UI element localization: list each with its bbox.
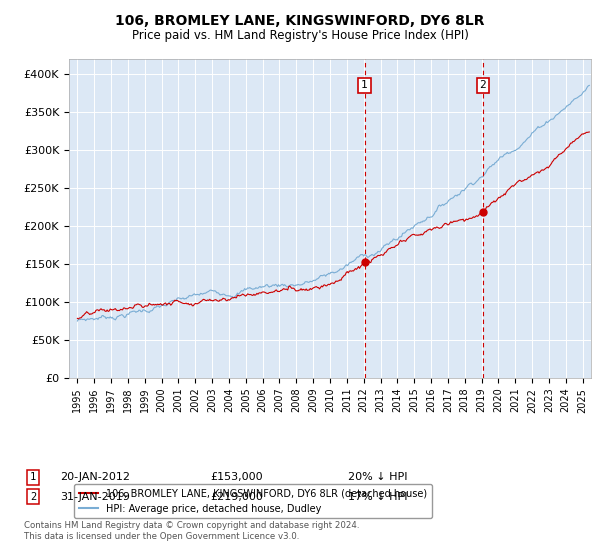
Text: £153,000: £153,000 (210, 472, 263, 482)
Text: 106, BROMLEY LANE, KINGSWINFORD, DY6 8LR: 106, BROMLEY LANE, KINGSWINFORD, DY6 8LR (115, 14, 485, 28)
Text: 20% ↓ HPI: 20% ↓ HPI (348, 472, 407, 482)
Text: 17% ↓ HPI: 17% ↓ HPI (348, 492, 407, 502)
Text: £219,000: £219,000 (210, 492, 263, 502)
Text: 1: 1 (361, 81, 368, 90)
Text: Price paid vs. HM Land Registry's House Price Index (HPI): Price paid vs. HM Land Registry's House … (131, 29, 469, 42)
Text: 20-JAN-2012: 20-JAN-2012 (60, 472, 130, 482)
Text: Contains HM Land Registry data © Crown copyright and database right 2024.
This d: Contains HM Land Registry data © Crown c… (24, 521, 359, 540)
Text: 2: 2 (30, 492, 36, 502)
Legend: 106, BROMLEY LANE, KINGSWINFORD, DY6 8LR (detached house), HPI: Average price, d: 106, BROMLEY LANE, KINGSWINFORD, DY6 8LR… (74, 484, 432, 519)
Text: 1: 1 (30, 472, 36, 482)
Text: 2: 2 (479, 81, 486, 90)
Text: 31-JAN-2019: 31-JAN-2019 (60, 492, 130, 502)
